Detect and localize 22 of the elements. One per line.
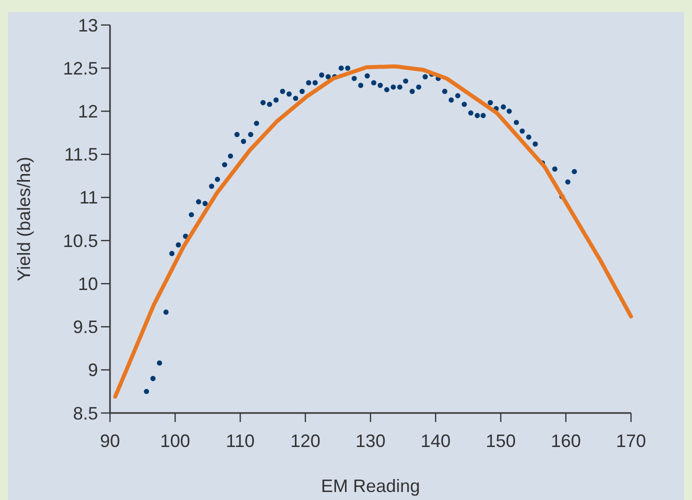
y-tick-label: 10	[78, 274, 98, 294]
x-tick-label: 160	[550, 431, 581, 451]
y-tick-label: 9	[88, 360, 98, 380]
line-series	[113, 64, 633, 399]
x-tick-label: 90	[100, 431, 120, 451]
x-tick-label: 170	[616, 431, 646, 451]
x-tick-label: 150	[486, 431, 516, 451]
y-tick-label: 13	[78, 15, 98, 36]
y-tick-label: 8.5	[72, 403, 98, 424]
y-tick-label: 12	[78, 102, 98, 122]
y-tick-label: 11.5	[64, 144, 98, 165]
y-tick-label: 9.5	[72, 317, 98, 338]
x-tick-label: 110	[226, 431, 255, 451]
x-axis-title: EM Reading	[320, 476, 420, 496]
x-tick-label: 120	[290, 431, 320, 451]
x-tick-label: 100	[160, 431, 190, 451]
y-tick-label: 12.5	[62, 58, 98, 78]
y-tick-label: 10.5	[62, 230, 98, 251]
y-axis-title: Yield (bales/ha)	[14, 156, 34, 282]
x-tick-label: 140	[420, 431, 451, 451]
y-tick-label: 11	[79, 188, 98, 208]
x-tick-label: 130	[355, 431, 386, 451]
